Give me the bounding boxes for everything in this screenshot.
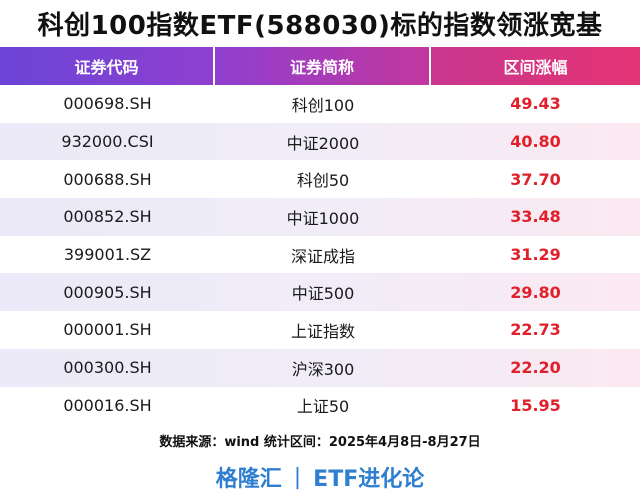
- table-row: 000016.SH 上证50 15.95: [0, 387, 640, 425]
- data-source-note: 数据来源：wind 统计区间：2025年4月8日-8月27日: [159, 434, 481, 450]
- range-change: 31.29: [510, 245, 561, 265]
- table-row: 000688.SH 科创50 37.70: [0, 160, 640, 198]
- range-change: 29.80: [510, 282, 561, 302]
- index-performance-table: 证券代码 证券简称 区间涨幅 000698.SH 科创100 49.43 932…: [0, 47, 640, 424]
- table-row: 000852.SH 中证1000 33.48: [0, 198, 640, 236]
- security-code: 000001.SH: [63, 320, 152, 340]
- range-change: 40.80: [510, 132, 561, 152]
- range-change: 22.20: [510, 358, 561, 378]
- security-name: 上证50: [296, 397, 350, 417]
- security-code: 000300.SH: [63, 358, 152, 378]
- security-name: 科创50: [296, 171, 350, 191]
- table-row: 932000.CSI 中证2000 40.80: [0, 122, 640, 161]
- table-row: 399001.SZ 深证成指 31.29: [0, 236, 640, 274]
- footer-separator: |: [293, 464, 302, 490]
- security-name: 中证2000: [286, 133, 360, 153]
- range-change: 22.73: [510, 320, 561, 340]
- security-code: 000852.SH: [63, 207, 152, 227]
- footer-branding: 格隆汇 | ETF进化论: [0, 458, 640, 496]
- security-name: 中证500: [291, 284, 355, 304]
- header-code: 证券代码: [0, 47, 213, 85]
- security-name: 深证成指: [290, 246, 355, 266]
- security-code: 000016.SH: [63, 395, 152, 415]
- table-row: 000698.SH 科创100 49.43: [0, 85, 640, 123]
- table-header: 证券代码 证券简称 区间涨幅: [0, 47, 640, 85]
- security-name: 科创100: [291, 95, 355, 115]
- range-change: 37.70: [510, 169, 561, 189]
- security-name: 沪深300: [291, 359, 355, 379]
- range-change: 49.43: [510, 94, 561, 114]
- range-change: 33.48: [510, 207, 561, 227]
- table-row: 000001.SH 上证指数 22.73: [0, 311, 640, 349]
- header-name: 证券简称: [215, 47, 429, 85]
- security-code: 000905.SH: [63, 282, 152, 302]
- header-change: 区间涨幅: [431, 47, 640, 85]
- security-code: 399001.SZ: [63, 245, 152, 265]
- security-code: 000698.SH: [63, 94, 152, 114]
- footer-brand-right: ETF进化论: [313, 467, 425, 492]
- security-code: 000688.SH: [63, 169, 152, 189]
- security-code: 932000.CSI: [61, 132, 154, 152]
- security-name: 中证1000: [286, 208, 360, 228]
- table-row: 000300.SH 沪深300 22.20: [0, 348, 640, 387]
- range-change: 15.95: [510, 395, 561, 415]
- security-name: 上证指数: [290, 321, 355, 341]
- page-title: 科创100指数ETF(588030)标的指数领涨宽基: [37, 10, 603, 41]
- table-row: 000905.SH 中证500 29.80: [0, 273, 640, 312]
- footer-brand-left: 格隆汇: [215, 467, 282, 492]
